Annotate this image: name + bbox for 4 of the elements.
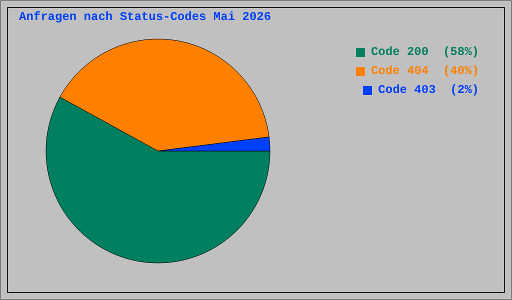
legend-label: Code 200 (58%): [370, 45, 479, 59]
legend-label: Code 404 (40%): [370, 64, 479, 78]
chart-title: Anfragen nach Status-Codes Mai 2026: [19, 10, 272, 24]
legend-label: Code 403 (2%): [378, 83, 479, 97]
